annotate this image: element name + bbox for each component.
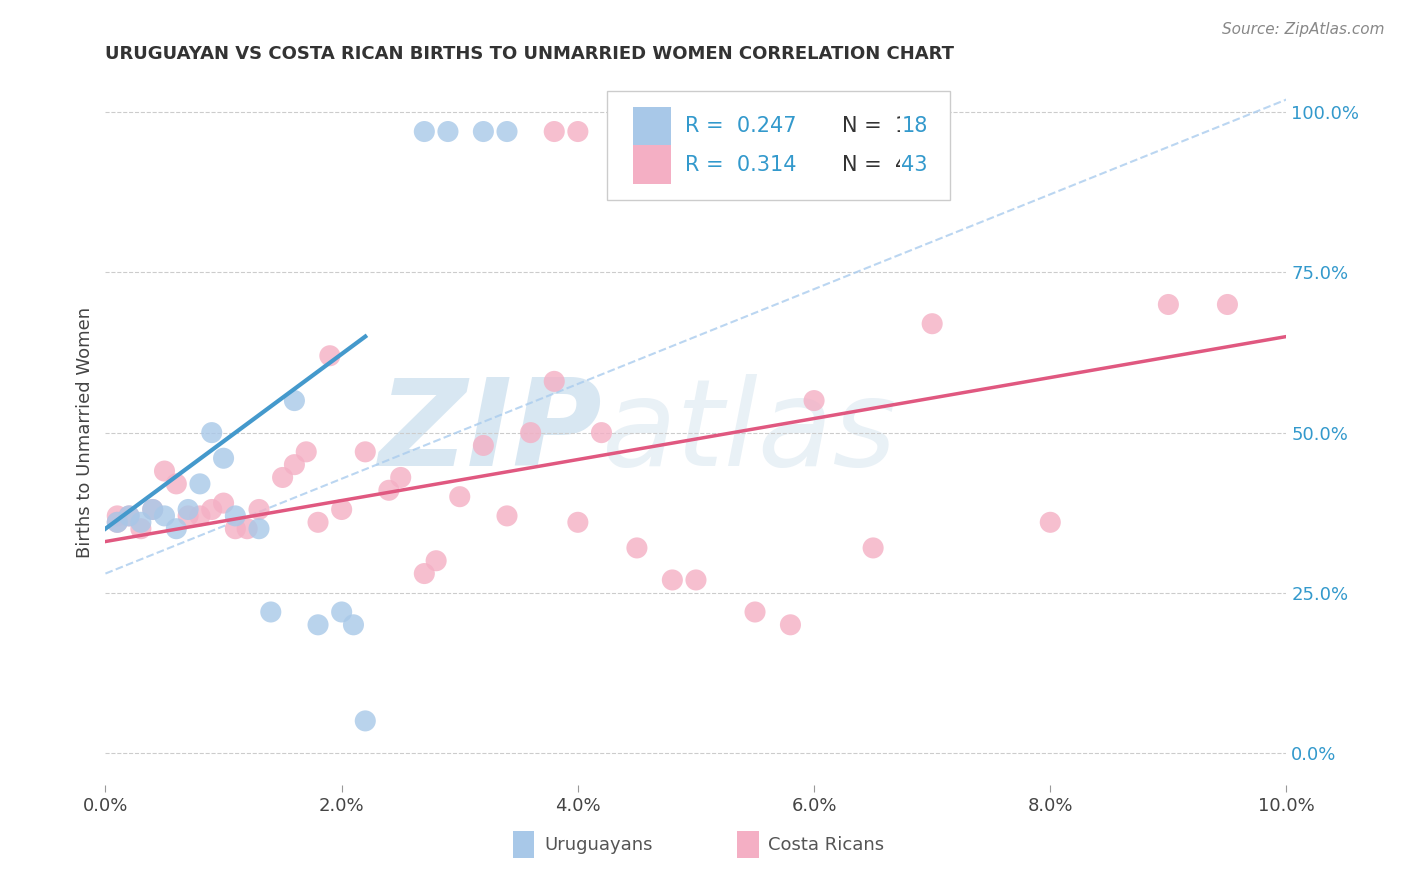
Point <box>1039 516 1062 530</box>
FancyBboxPatch shape <box>737 831 759 858</box>
Point <box>165 522 187 536</box>
Point <box>449 490 471 504</box>
Text: Source: ZipAtlas.com: Source: ZipAtlas.com <box>1222 22 1385 37</box>
Point <box>319 349 342 363</box>
Point <box>591 425 613 440</box>
Point <box>413 566 436 581</box>
FancyBboxPatch shape <box>513 831 534 858</box>
Point <box>626 541 648 555</box>
Point <box>472 438 495 452</box>
Point <box>567 124 589 138</box>
Point <box>236 522 259 536</box>
Point <box>201 502 224 516</box>
FancyBboxPatch shape <box>633 145 671 185</box>
Point <box>437 124 460 138</box>
Point <box>283 458 305 472</box>
Text: N =  18: N = 18 <box>842 116 922 136</box>
Text: URUGUAYAN VS COSTA RICAN BIRTHS TO UNMARRIED WOMEN CORRELATION CHART: URUGUAYAN VS COSTA RICAN BIRTHS TO UNMAR… <box>105 45 955 63</box>
Point <box>803 393 825 408</box>
Text: 43: 43 <box>901 155 928 175</box>
Point <box>472 124 495 138</box>
Point <box>260 605 283 619</box>
Point <box>543 375 565 389</box>
Point <box>247 522 270 536</box>
Point <box>1157 297 1180 311</box>
Text: N =  43: N = 43 <box>842 155 922 175</box>
Text: Costa Ricans: Costa Ricans <box>768 836 884 854</box>
Point <box>105 516 128 530</box>
Point <box>661 573 683 587</box>
Point <box>496 124 519 138</box>
Point <box>1216 297 1239 311</box>
Point <box>543 124 565 138</box>
Point <box>142 502 165 516</box>
Point <box>921 317 943 331</box>
Point <box>177 508 200 523</box>
Point <box>354 445 377 459</box>
Point <box>129 522 152 536</box>
Point <box>425 554 447 568</box>
Point <box>330 502 353 516</box>
Point <box>779 617 801 632</box>
Point <box>247 502 270 516</box>
Point <box>330 605 353 619</box>
Point <box>307 617 329 632</box>
Point <box>118 508 141 523</box>
Point <box>389 470 412 484</box>
Point <box>519 425 541 440</box>
Text: atlas: atlas <box>602 374 897 491</box>
Point <box>177 502 200 516</box>
Point <box>212 451 235 466</box>
Point <box>614 124 637 138</box>
Point <box>744 605 766 619</box>
Point <box>201 425 224 440</box>
Point <box>271 470 294 484</box>
Text: ZIP: ZIP <box>378 374 602 491</box>
Point <box>153 508 176 523</box>
Y-axis label: Births to Unmarried Women: Births to Unmarried Women <box>76 307 94 558</box>
Point <box>307 516 329 530</box>
Point <box>496 508 519 523</box>
Text: R =  0.247: R = 0.247 <box>685 116 797 136</box>
Point <box>224 522 246 536</box>
Text: R =  0.314: R = 0.314 <box>685 155 797 175</box>
Point <box>354 714 377 728</box>
Point <box>567 516 589 530</box>
Point <box>862 541 884 555</box>
Point <box>118 508 141 523</box>
Point <box>413 124 436 138</box>
Text: 18: 18 <box>901 116 928 136</box>
FancyBboxPatch shape <box>607 91 950 200</box>
Point <box>295 445 318 459</box>
Point <box>378 483 401 498</box>
FancyBboxPatch shape <box>633 107 671 145</box>
Text: Uruguayans: Uruguayans <box>544 836 654 854</box>
Point <box>637 124 659 138</box>
Point <box>283 393 305 408</box>
Point <box>212 496 235 510</box>
Point <box>129 516 152 530</box>
Point <box>165 476 187 491</box>
Point <box>105 516 128 530</box>
Point <box>105 508 128 523</box>
Point <box>685 573 707 587</box>
Point <box>153 464 176 478</box>
Point <box>342 617 364 632</box>
Point <box>188 476 211 491</box>
Point <box>188 508 211 523</box>
Point <box>224 508 246 523</box>
Point <box>142 502 165 516</box>
